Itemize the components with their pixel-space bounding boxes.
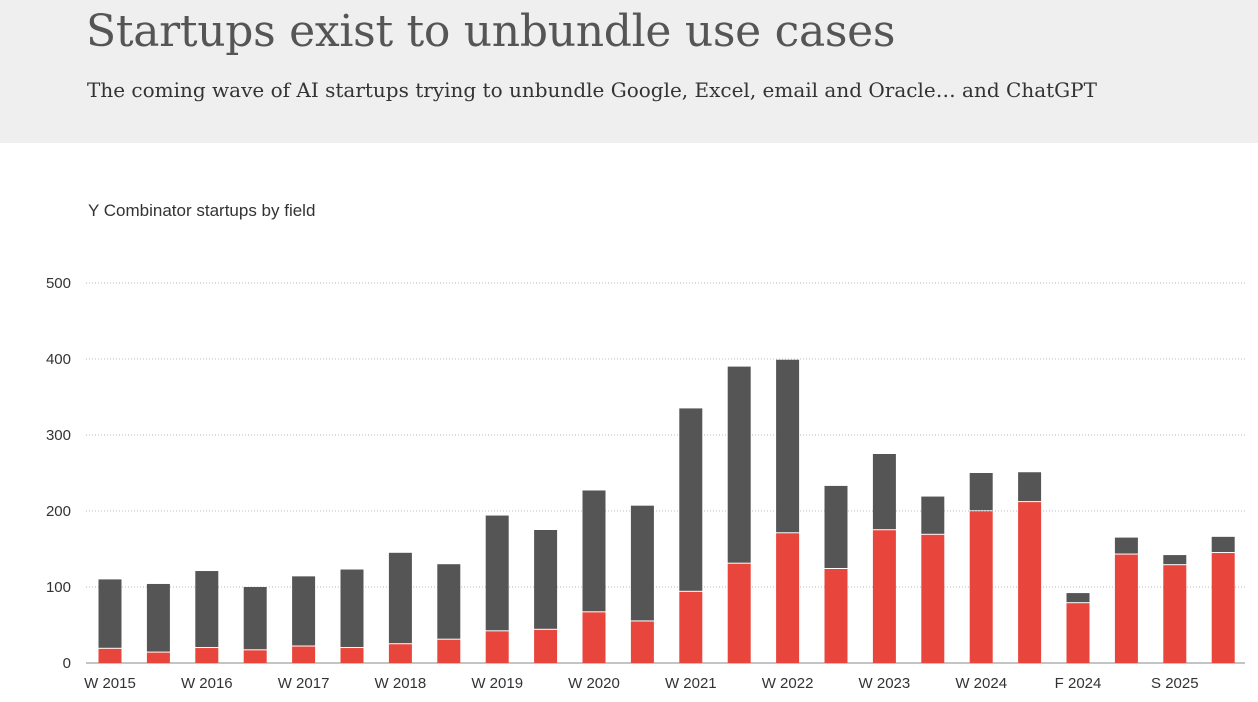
bar-other-w-2017 xyxy=(292,576,316,646)
bar-other-s-2021 xyxy=(727,366,751,563)
x-tick-label: W 2018 xyxy=(375,675,427,692)
bar-ai-s-2020 xyxy=(630,621,654,663)
bar-other-s-2017 xyxy=(340,569,364,648)
bar-ai-w-2025 xyxy=(1114,554,1138,663)
bar-ai-s-2021 xyxy=(727,563,751,663)
bars xyxy=(98,359,1235,663)
bar-other-w-2018 xyxy=(388,552,412,644)
bar-ai-w-2023 xyxy=(872,530,896,663)
bar-ai-w-2022 xyxy=(776,533,800,663)
bar-other-s-2023 xyxy=(921,496,945,534)
bar-other-s-2020 xyxy=(630,505,654,621)
chart-title: Y Combinator startups by field xyxy=(88,201,316,220)
bar-other-w-2023 xyxy=(872,454,896,530)
x-tick-label: W 2020 xyxy=(568,675,620,692)
bar-ai-w-2017 xyxy=(292,646,316,663)
bar-ai-s-2018 xyxy=(437,639,461,663)
bar-other-s-2015 xyxy=(146,583,170,652)
x-tick-label: F 2024 xyxy=(1055,675,1102,692)
bar-other-w-2022 xyxy=(776,359,800,533)
header-banner xyxy=(0,0,1258,143)
bar-other-w-2019 xyxy=(485,515,509,631)
bar-ai-s-2016 xyxy=(243,650,267,663)
x-tick-label: S 2025 xyxy=(1151,675,1199,692)
x-tick-label: W 2015 xyxy=(84,675,136,692)
bar-other-w-2015 xyxy=(98,579,122,648)
x-axis-ticks: W 2015 W 2016 W 2017 W 2018 W 2019 W 2020 W 20… xyxy=(84,675,1198,692)
y-tick-label: 100 xyxy=(46,579,71,596)
bar-ai-s-2022 xyxy=(824,569,848,663)
bar-ai-w-2024 xyxy=(969,511,993,663)
bar-other-w-2016 xyxy=(195,571,219,648)
bar-ai-s-2015 xyxy=(146,652,170,663)
y-tick-label: 0 xyxy=(63,655,71,672)
page-subtitle: The coming wave of AI startups trying to… xyxy=(87,78,1097,102)
y-tick-label: 500 xyxy=(46,275,71,292)
bar-other-w-2024 xyxy=(969,473,993,511)
x-tick-label: W 2024 xyxy=(955,675,1007,692)
gridlines xyxy=(86,282,1245,664)
bar-other-s-2016 xyxy=(243,587,267,650)
x-tick-label: W 2022 xyxy=(762,675,814,692)
bar-ai-w-2016 xyxy=(195,648,219,663)
bar-ai-w-2018 xyxy=(388,644,412,663)
bar-other-s-2018 xyxy=(437,564,461,639)
bar-ai-s-2025 xyxy=(1163,565,1187,663)
bar-ai-w-2015 xyxy=(98,648,122,663)
x-tick-label: W 2019 xyxy=(471,675,523,692)
bar-ai-s-2017 xyxy=(340,648,364,663)
bar-other-s-2022 xyxy=(824,485,848,568)
y-tick-label: 200 xyxy=(46,503,71,520)
bar-other-s-2024 xyxy=(1018,472,1042,502)
bar-other-s-2019 xyxy=(534,530,558,629)
y-tick-label: 300 xyxy=(46,427,71,444)
bar-other-w-2020 xyxy=(582,490,606,612)
x-tick-label: W 2021 xyxy=(665,675,717,692)
bar-other-x-2025 xyxy=(1211,536,1235,553)
y-tick-label: 400 xyxy=(46,351,71,368)
bar-ai-s-2019 xyxy=(534,629,558,663)
page-title: Startups exist to unbundle use cases xyxy=(86,6,896,57)
bar-other-f-2024 xyxy=(1066,593,1090,603)
x-tick-label: W 2017 xyxy=(278,675,330,692)
x-tick-label: W 2023 xyxy=(859,675,911,692)
bar-other-s-2025 xyxy=(1163,555,1187,565)
x-tick-label: W 2016 xyxy=(181,675,233,692)
bar-ai-w-2019 xyxy=(485,631,509,663)
bar-ai-f-2024 xyxy=(1066,603,1090,663)
bar-other-w-2025 xyxy=(1114,537,1138,554)
bar-ai-x-2025 xyxy=(1211,553,1235,663)
bar-ai-w-2021 xyxy=(679,591,703,663)
bar-ai-s-2023 xyxy=(921,534,945,663)
y-axis-ticks: 0 100 200 300 400 500 xyxy=(46,275,71,672)
bar-ai-s-2024 xyxy=(1018,502,1042,663)
bar-other-w-2021 xyxy=(679,408,703,591)
bar-ai-w-2020 xyxy=(582,612,606,663)
